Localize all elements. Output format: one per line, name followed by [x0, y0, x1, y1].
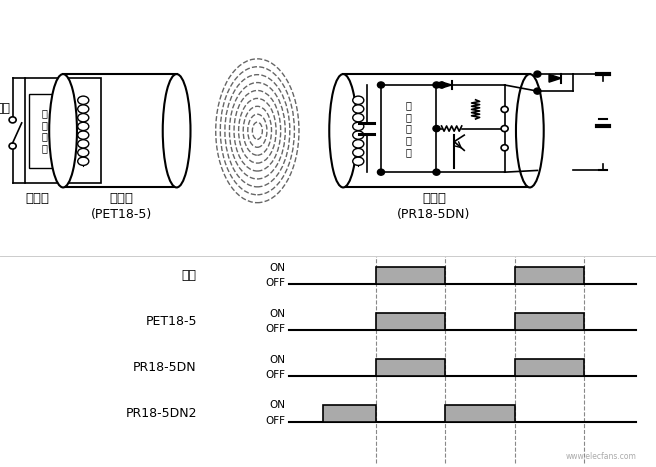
Circle shape	[377, 169, 384, 175]
Ellipse shape	[353, 113, 364, 122]
Bar	[381, 85, 436, 172]
Circle shape	[9, 117, 16, 123]
Bar	[25, 78, 101, 183]
Bar	[323, 404, 375, 422]
Text: www.elecfans.com: www.elecfans.com	[565, 452, 636, 461]
Ellipse shape	[163, 74, 190, 187]
Circle shape	[438, 82, 445, 88]
Text: 共
振
回
路: 共 振 回 路	[42, 108, 48, 153]
Ellipse shape	[353, 96, 364, 105]
Bar	[375, 313, 445, 330]
Text: PR18-5DN: PR18-5DN	[133, 361, 197, 374]
Polygon shape	[441, 82, 451, 88]
Ellipse shape	[353, 157, 364, 165]
Text: 振
荡
放
大
器: 振 荡 放 大 器	[406, 100, 412, 157]
Ellipse shape	[353, 131, 364, 139]
Circle shape	[501, 145, 508, 151]
Text: 传送部: 传送部	[109, 192, 133, 205]
Circle shape	[534, 88, 541, 94]
Ellipse shape	[49, 74, 77, 187]
Bar	[375, 359, 445, 375]
Ellipse shape	[353, 149, 364, 157]
Ellipse shape	[516, 74, 544, 187]
Text: OFF: OFF	[266, 278, 285, 288]
Bar	[514, 359, 584, 375]
Ellipse shape	[353, 140, 364, 148]
Circle shape	[9, 143, 16, 149]
Circle shape	[377, 82, 384, 88]
Circle shape	[501, 106, 508, 113]
Text: ON: ON	[270, 354, 285, 365]
Ellipse shape	[77, 149, 89, 157]
Text: OFF: OFF	[266, 370, 285, 380]
Bar	[30, 94, 60, 168]
Circle shape	[433, 169, 440, 175]
Text: 输出部: 输出部	[422, 192, 446, 205]
Circle shape	[534, 71, 541, 77]
Text: 开关: 开关	[0, 102, 10, 115]
Text: (PR18-5DN): (PR18-5DN)	[398, 208, 470, 221]
Ellipse shape	[353, 105, 364, 113]
Ellipse shape	[77, 157, 89, 165]
Text: PET18-5: PET18-5	[145, 315, 197, 328]
Bar	[514, 267, 584, 284]
Bar	[514, 313, 584, 330]
Circle shape	[433, 126, 440, 132]
Text: ON: ON	[270, 309, 285, 318]
Text: ON: ON	[270, 263, 285, 273]
Ellipse shape	[77, 140, 89, 148]
Text: OFF: OFF	[266, 416, 285, 426]
Ellipse shape	[77, 131, 89, 139]
Circle shape	[433, 82, 440, 88]
Bar	[375, 267, 445, 284]
Text: PR18-5DN2: PR18-5DN2	[125, 407, 197, 419]
Ellipse shape	[77, 105, 89, 113]
Text: 检测部: 检测部	[26, 192, 50, 205]
Ellipse shape	[77, 96, 89, 105]
Ellipse shape	[329, 74, 357, 187]
Text: (PET18-5): (PET18-5)	[91, 208, 152, 221]
Ellipse shape	[77, 122, 89, 131]
Bar	[445, 404, 514, 422]
Polygon shape	[549, 74, 561, 82]
Text: ON: ON	[270, 400, 285, 410]
Text: OFF: OFF	[266, 324, 285, 334]
Circle shape	[501, 126, 508, 132]
Ellipse shape	[77, 113, 89, 122]
Text: 开关: 开关	[182, 269, 197, 282]
Ellipse shape	[353, 122, 364, 131]
